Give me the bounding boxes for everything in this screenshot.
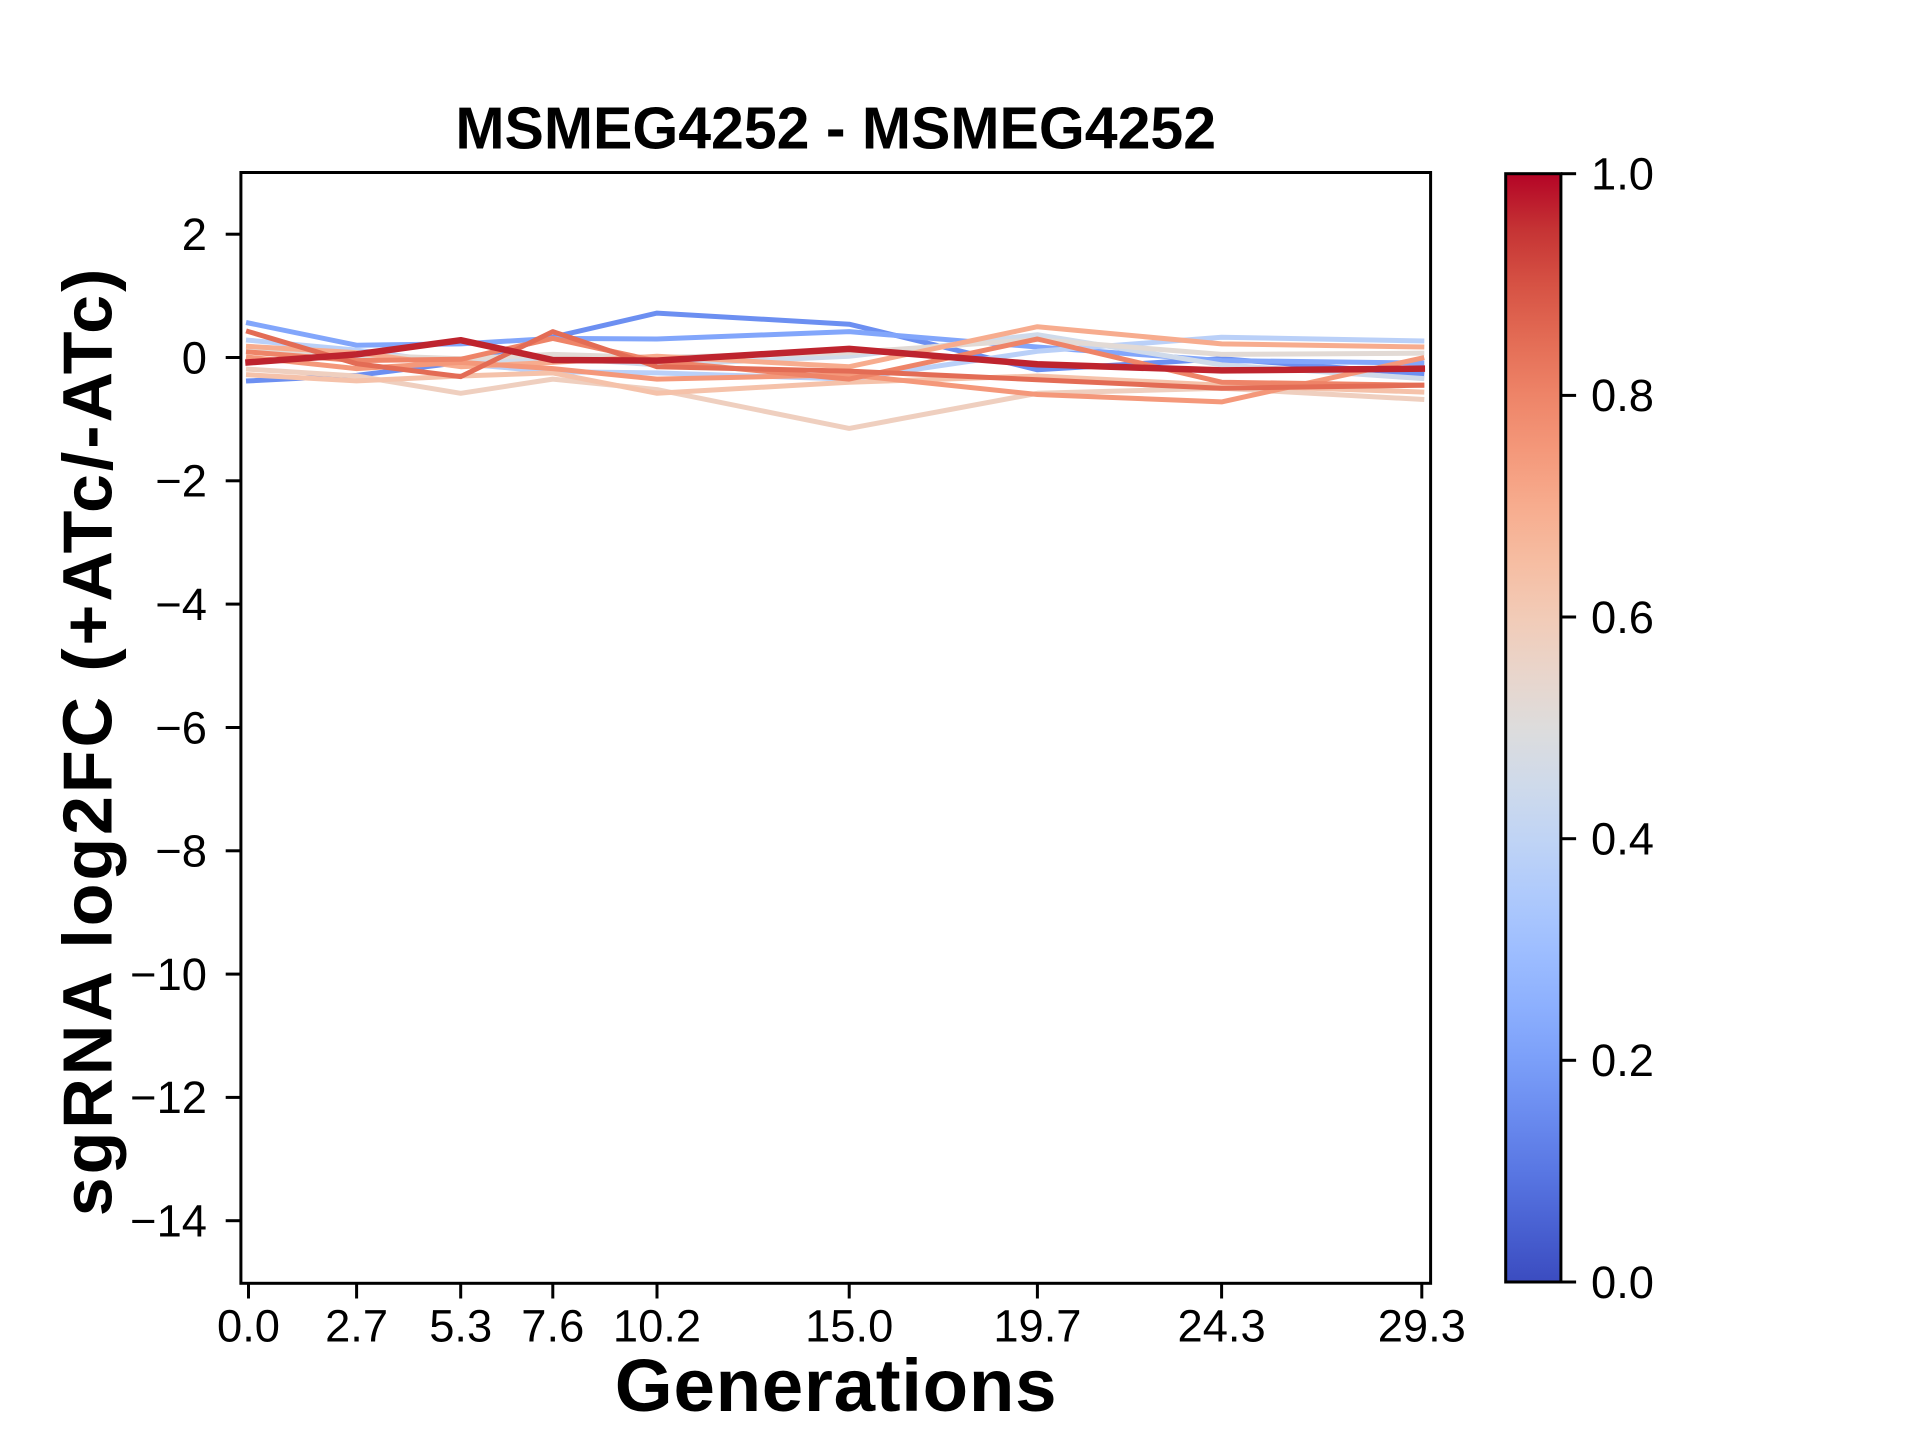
svg-text:sgRNA log2FC (+ATc/-ATc): sgRNA log2FC (+ATc/-ATc) — [49, 266, 127, 1216]
svg-text:7.6: 7.6 — [521, 1301, 584, 1352]
svg-text:15.0: 15.0 — [805, 1301, 893, 1352]
svg-text:0.2: 0.2 — [1591, 1035, 1654, 1086]
svg-text:2: 2 — [182, 209, 207, 260]
svg-text:−10: −10 — [130, 949, 207, 1000]
svg-text:2.7: 2.7 — [325, 1301, 388, 1352]
svg-text:Generations: Generations — [615, 1344, 1057, 1427]
svg-text:19.7: 19.7 — [993, 1301, 1081, 1352]
svg-text:−4: −4 — [155, 579, 207, 630]
svg-text:−14: −14 — [130, 1196, 207, 1247]
svg-text:−8: −8 — [155, 826, 207, 877]
svg-text:−2: −2 — [155, 456, 207, 507]
svg-text:0.0: 0.0 — [217, 1301, 280, 1352]
svg-text:29.3: 29.3 — [1378, 1301, 1466, 1352]
svg-text:1.0: 1.0 — [1591, 149, 1654, 200]
svg-text:0: 0 — [182, 332, 207, 383]
svg-text:0.6: 0.6 — [1591, 592, 1654, 643]
svg-text:−12: −12 — [130, 1072, 207, 1123]
svg-text:−6: −6 — [155, 702, 207, 753]
svg-text:5.3: 5.3 — [429, 1301, 492, 1352]
svg-text:10.2: 10.2 — [613, 1301, 701, 1352]
svg-text:0.0: 0.0 — [1591, 1257, 1654, 1308]
svg-text:0.8: 0.8 — [1591, 370, 1654, 421]
svg-text:MSMEG4252 - MSMEG4252: MSMEG4252 - MSMEG4252 — [455, 95, 1216, 161]
svg-text:24.3: 24.3 — [1178, 1301, 1266, 1352]
svg-text:0.4: 0.4 — [1591, 814, 1654, 865]
